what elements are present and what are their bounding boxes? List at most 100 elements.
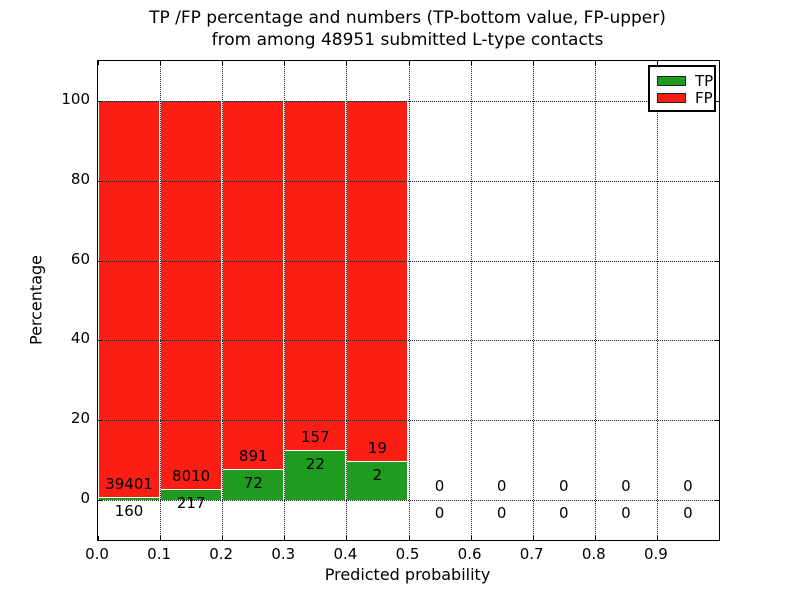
tp-legend-swatch bbox=[657, 75, 686, 86]
tp-bar-segment bbox=[347, 462, 408, 501]
y-tick-mark-right bbox=[715, 420, 719, 422]
tp-count-label: 160 bbox=[114, 502, 144, 521]
tp-count-label: 217 bbox=[176, 493, 206, 512]
x-tick-label: 0.8 bbox=[581, 545, 606, 563]
legend: TP FP bbox=[648, 65, 716, 112]
fp-bar-segment bbox=[99, 100, 160, 499]
fp-legend-swatch bbox=[657, 92, 686, 103]
fp-count-label: 39401 bbox=[105, 475, 153, 494]
tp-legend-label: TP bbox=[695, 71, 714, 90]
y-tick-mark-right bbox=[715, 100, 719, 102]
chart-title-line1: TP /FP percentage and numbers (TP-bottom… bbox=[149, 8, 666, 28]
fp-bar-segment bbox=[285, 100, 346, 451]
grid-line-vertical bbox=[532, 61, 534, 540]
y-tick-label: 60 bbox=[70, 249, 90, 268]
x-tick-mark-top bbox=[532, 61, 534, 65]
fp-count-label: 157 bbox=[301, 428, 330, 447]
x-tick-mark bbox=[532, 536, 534, 540]
x-tick-label: 0.2 bbox=[209, 545, 234, 563]
y-tick-label: 80 bbox=[70, 169, 90, 188]
fp-count-label: 0 bbox=[621, 477, 631, 496]
x-tick-mark bbox=[222, 536, 224, 540]
x-tick-mark bbox=[656, 536, 658, 540]
x-tick-mark-top bbox=[594, 61, 596, 65]
legend-item-fp: FP bbox=[657, 89, 713, 106]
grid-line-vertical bbox=[408, 61, 410, 540]
tp-count-label: 0 bbox=[558, 504, 569, 523]
fp-bar-segment bbox=[347, 100, 408, 463]
tp-bar-segment bbox=[161, 489, 222, 501]
fp-bar-segment bbox=[161, 100, 222, 490]
fp-count-label: 8010 bbox=[172, 466, 211, 485]
y-tick-mark-right bbox=[715, 500, 719, 502]
x-tick-mark bbox=[470, 536, 472, 540]
fp-legend-label: FP bbox=[695, 88, 713, 107]
x-tick-mark-top bbox=[470, 61, 472, 65]
x-axis-label: Predicted probability bbox=[324, 565, 491, 584]
x-tick-mark bbox=[408, 536, 410, 540]
x-tick-mark-top bbox=[222, 61, 224, 65]
x-tick-mark bbox=[594, 536, 596, 540]
fp-count-label: 0 bbox=[434, 477, 445, 496]
y-tick-label: 40 bbox=[70, 329, 90, 348]
x-tick-mark-top bbox=[408, 61, 410, 65]
tp-count-label: 0 bbox=[496, 504, 507, 523]
x-tick-label: 0.9 bbox=[643, 545, 668, 563]
x-tick-label: 0.3 bbox=[271, 545, 296, 563]
y-tick-mark-right bbox=[715, 180, 719, 182]
fp-bar-segment bbox=[223, 100, 284, 471]
x-tick-label: 0.4 bbox=[333, 545, 358, 563]
tp-count-label: 2 bbox=[372, 466, 383, 485]
chart-title-line2: from among 48951 submitted L-type contac… bbox=[211, 30, 604, 50]
chart-title: TP /FP percentage and numbers (TP-bottom… bbox=[97, 7, 718, 51]
x-tick-mark-top bbox=[656, 61, 658, 65]
grid-line-vertical bbox=[160, 61, 162, 540]
y-tick-mark-right bbox=[715, 340, 719, 342]
tp-count-label: 0 bbox=[434, 504, 445, 523]
x-tick-mark-top bbox=[98, 61, 99, 65]
grid-line-vertical bbox=[656, 61, 658, 540]
x-tick-mark bbox=[346, 536, 348, 540]
legend-item-tp: TP bbox=[657, 72, 713, 89]
tp-bar-segment bbox=[223, 470, 284, 501]
tp-count-label: 22 bbox=[305, 455, 325, 474]
x-tick-label: 0.1 bbox=[147, 545, 172, 563]
grid-line-vertical bbox=[594, 61, 596, 540]
y-tick-mark bbox=[98, 180, 102, 182]
y-tick-label: 0 bbox=[80, 489, 90, 508]
y-tick-mark-right bbox=[715, 260, 719, 262]
grid-line-vertical bbox=[284, 61, 286, 540]
y-tick-label: 20 bbox=[70, 409, 90, 428]
tp-count-label: 72 bbox=[243, 474, 263, 493]
x-tick-mark bbox=[284, 536, 286, 540]
y-tick-label: 100 bbox=[61, 89, 90, 108]
grid-line-vertical bbox=[470, 61, 472, 540]
fp-count-label: 19 bbox=[367, 439, 387, 458]
plot-area: TP FP 39401 160 8010 217 891 72 157 22 19 2 0 0 0 0 0 0… bbox=[97, 60, 720, 541]
grid-line-vertical bbox=[222, 61, 224, 540]
x-tick-mark-top bbox=[160, 61, 162, 65]
x-tick-mark bbox=[160, 536, 162, 540]
x-tick-label: 0.6 bbox=[457, 545, 482, 563]
tp-bar-segment bbox=[99, 498, 160, 501]
y-tick-mark bbox=[98, 420, 102, 422]
y-tick-mark bbox=[98, 100, 102, 102]
y-tick-mark bbox=[98, 340, 102, 342]
fp-count-label: 891 bbox=[238, 447, 268, 466]
tp-count-label: 0 bbox=[621, 504, 631, 523]
x-tick-label: 0.7 bbox=[519, 545, 544, 563]
x-tick-mark-top bbox=[346, 61, 348, 65]
tp-bar-segment bbox=[285, 451, 346, 501]
y-tick-mark bbox=[98, 500, 102, 502]
x-tick-label: 0.5 bbox=[395, 545, 420, 563]
y-tick-mark bbox=[98, 260, 102, 262]
x-tick-mark bbox=[98, 536, 99, 540]
fp-count-label: 0 bbox=[496, 477, 507, 496]
grid-line-vertical bbox=[346, 61, 348, 540]
x-tick-mark-top bbox=[284, 61, 286, 65]
fp-count-label: 0 bbox=[683, 477, 693, 496]
fp-count-label: 0 bbox=[558, 477, 569, 496]
tp-count-label: 0 bbox=[683, 504, 693, 523]
x-tick-label: 0.0 bbox=[85, 545, 109, 563]
